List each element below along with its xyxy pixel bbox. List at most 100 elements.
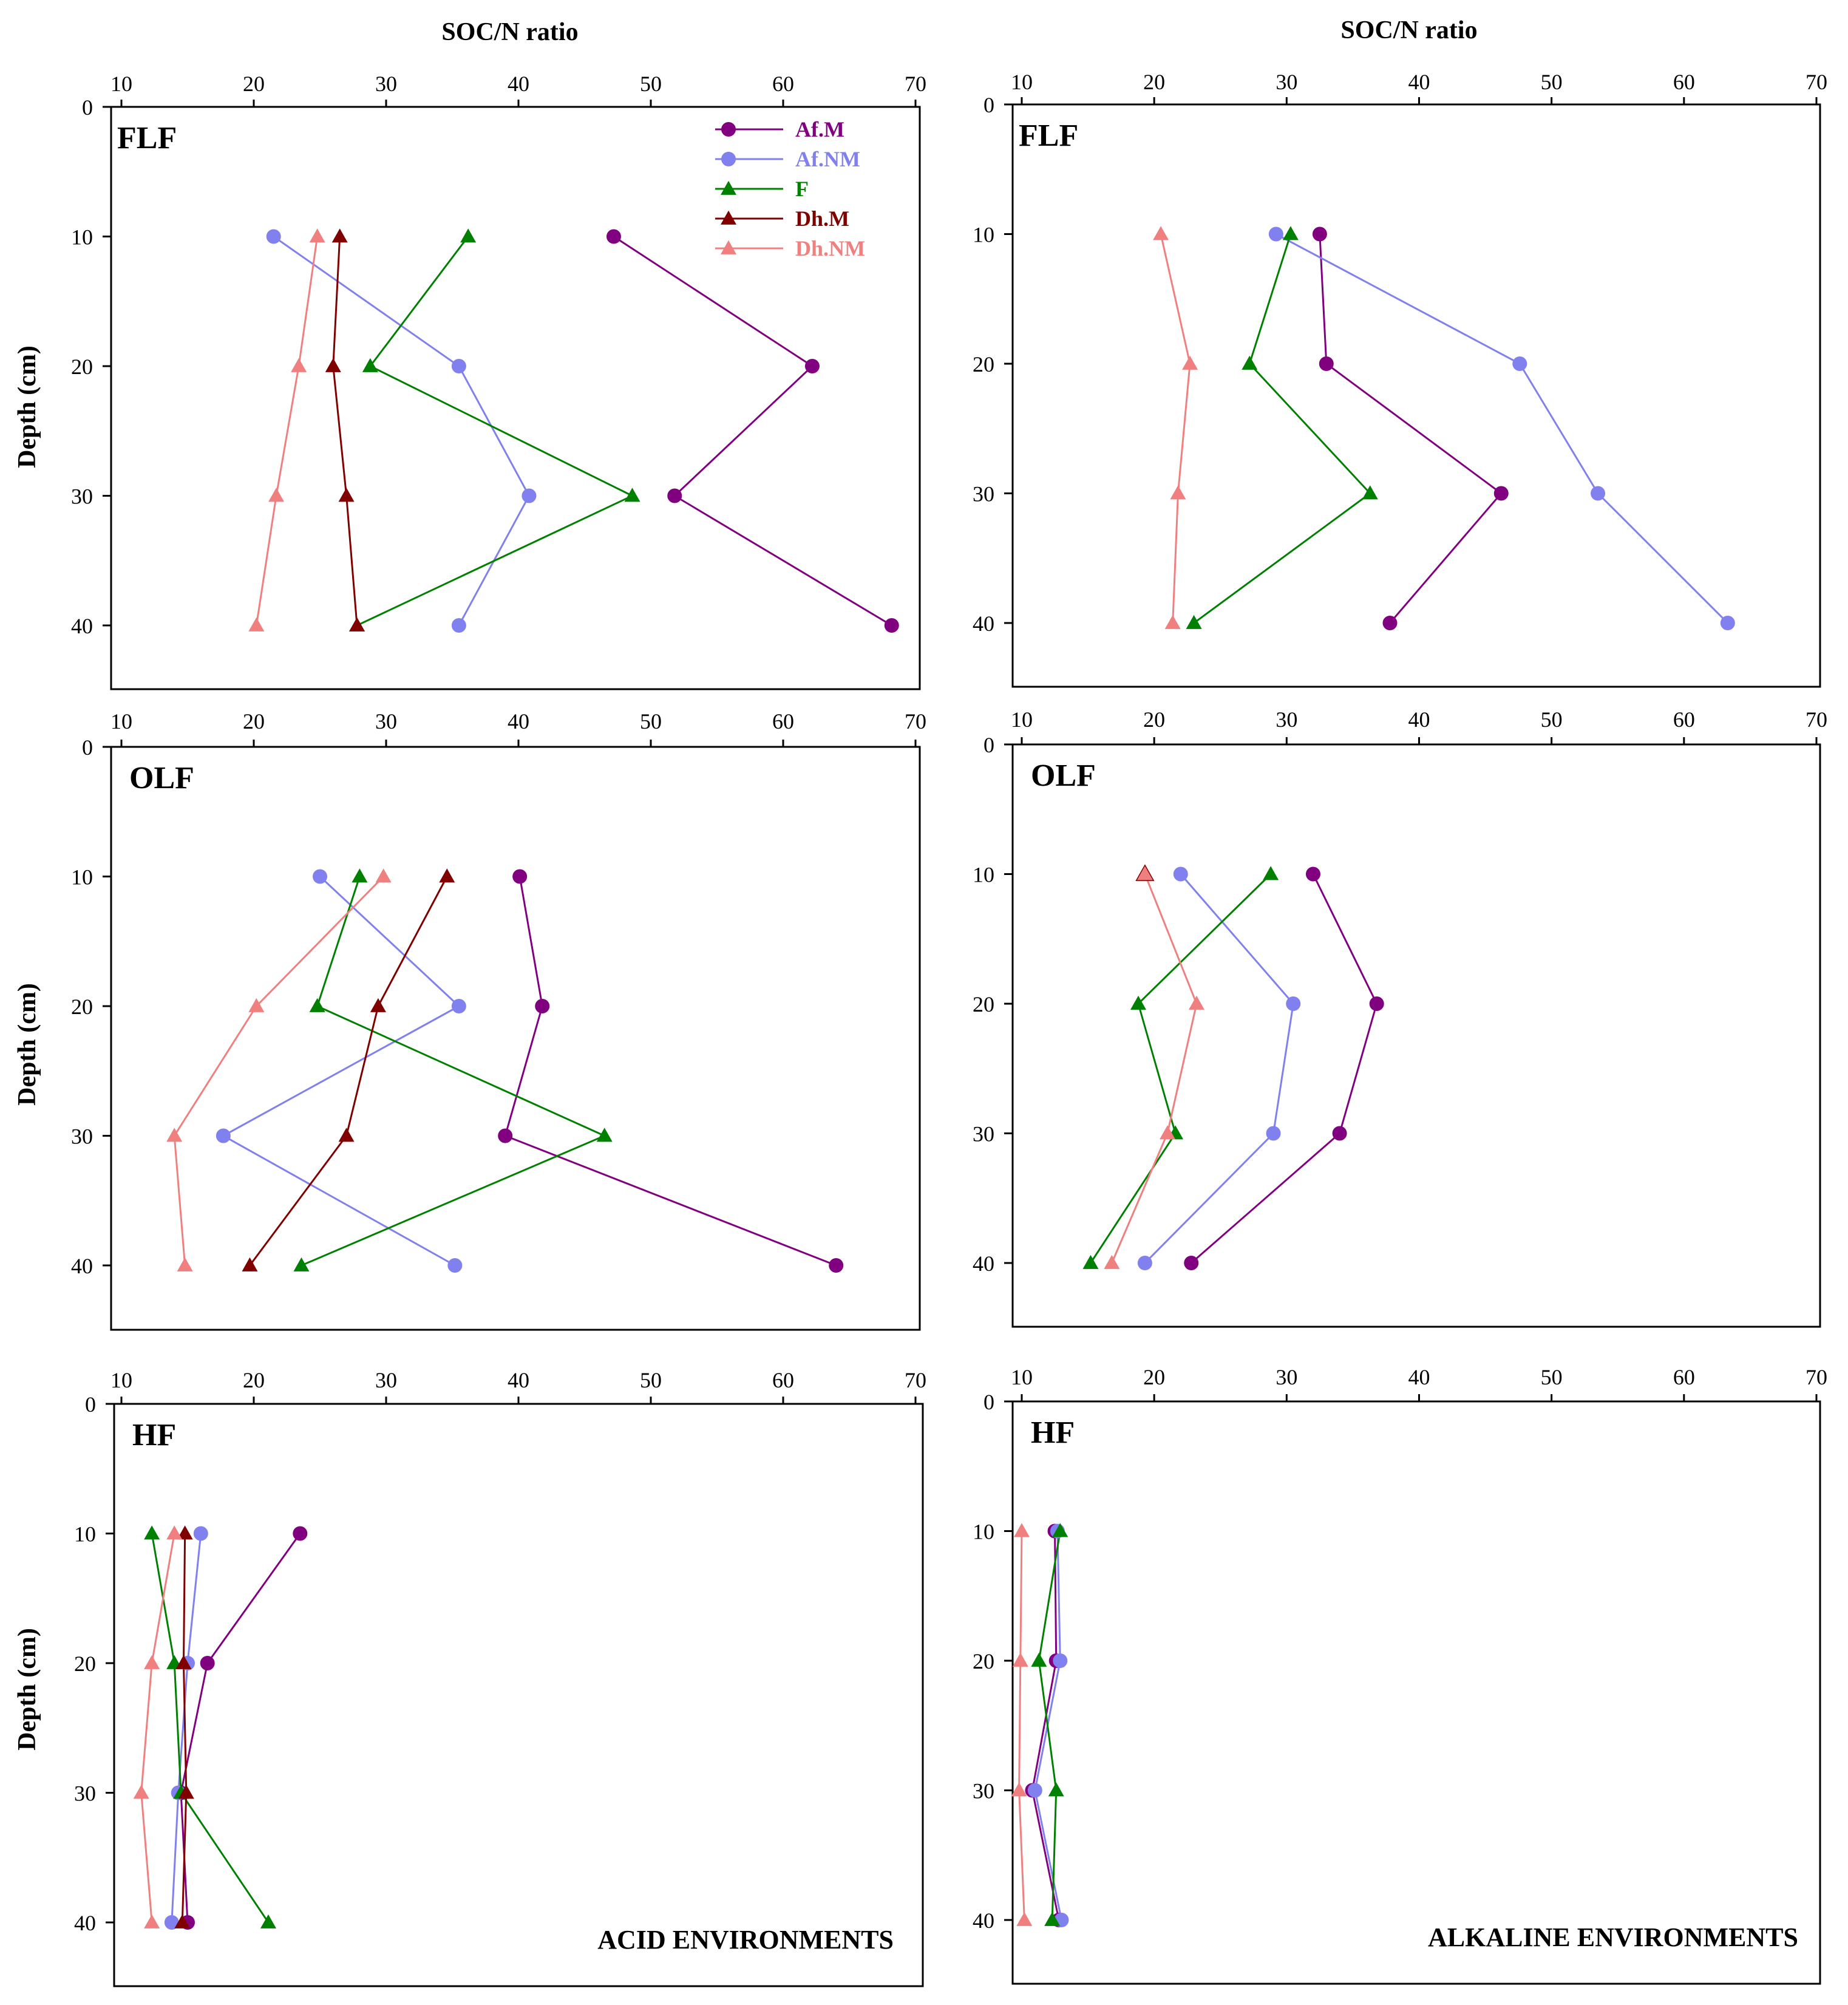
data-point-dh-nm	[1188, 995, 1204, 1010]
data-point-dh-nm	[144, 1655, 160, 1669]
data-point-f	[293, 1257, 310, 1271]
data-point-af-nm	[266, 229, 281, 244]
x-tick-label: 10	[110, 72, 132, 96]
data-point-af-nm	[1591, 486, 1606, 501]
panel-label: FLF	[117, 121, 177, 155]
x-axis-title-right: SOC/N ratio	[1340, 16, 1477, 44]
data-point-dh-nm	[133, 1785, 149, 1799]
series-line-af-nm	[273, 236, 531, 626]
data-point-af-nm	[193, 1526, 208, 1541]
x-tick-label: 10	[110, 1368, 132, 1392]
data-point-af-m	[498, 1128, 513, 1143]
panel-label: OLF	[1031, 758, 1096, 793]
data-point-dh-m	[175, 1655, 192, 1669]
data-point-dh-m	[338, 1128, 355, 1142]
x-tick-label: 40	[1408, 707, 1430, 732]
data-point-dh-m	[178, 1785, 194, 1799]
panel-acid-flf: 10 20 30 40 50 60 70 0 10 20 30 40 FLF Af.M Af.NM F Dh.M…	[71, 72, 926, 690]
data-point-f	[1282, 226, 1299, 240]
y-tick-label: 20	[71, 995, 93, 1019]
data-point-af-m	[293, 1526, 308, 1541]
data-point-af-nm	[521, 488, 537, 503]
y-tick-label: 0	[85, 1392, 96, 1417]
x-tick-label: 50	[1541, 707, 1563, 732]
data-point-af-m	[829, 1258, 844, 1273]
data-point-dh-m	[439, 868, 455, 883]
data-point-af-m	[884, 618, 899, 633]
data-point-f	[1242, 355, 1258, 370]
series-line-f	[1090, 873, 1272, 1264]
data-point-dh-nm	[144, 1914, 160, 1928]
x-tick-label: 30	[1276, 1365, 1297, 1389]
y-tick-label: 20	[74, 1652, 96, 1676]
data-point-af-m	[1369, 996, 1384, 1011]
data-point-dh-nm	[1011, 1782, 1027, 1797]
data-point-f	[1186, 614, 1202, 629]
data-point-af-nm	[1720, 616, 1735, 630]
data-point-dh-nm	[166, 1128, 183, 1142]
data-point-dh-nm	[248, 998, 265, 1012]
legend-marker-f	[721, 180, 736, 195]
y-tick-label: 20	[71, 355, 93, 379]
data-point-af-m	[667, 488, 682, 503]
x-tick-label: 20	[1143, 70, 1165, 94]
series-line-af-nm	[171, 1533, 202, 1923]
data-point-dh-nm	[291, 358, 307, 372]
x-tick-label: 20	[1143, 707, 1165, 732]
x-tick-label: 70	[905, 72, 926, 96]
x-tick-label: 20	[243, 1368, 265, 1392]
data-point-f	[352, 868, 368, 883]
series-line-af-m	[613, 236, 892, 627]
x-tick-label: 20	[1143, 1365, 1165, 1389]
series-line-af-nm	[1144, 873, 1294, 1264]
y-tick-label: 10	[71, 225, 93, 250]
x-tick-label: 60	[772, 709, 794, 734]
x-tick-label: 40	[1408, 1365, 1430, 1389]
y-tick-label: 0	[983, 733, 994, 757]
data-point-f	[460, 228, 477, 243]
x-tick-label: 60	[772, 72, 794, 96]
data-point-f	[1263, 866, 1279, 880]
x-tick-label: 10	[1011, 707, 1033, 732]
environment-label: ALKALINE ENVIRONMENTS	[1428, 1922, 1798, 1952]
series-line-af-m	[1319, 234, 1503, 624]
x-tick-label: 40	[508, 709, 529, 734]
x-tick-label: 70	[905, 709, 926, 734]
x-tick-label: 50	[640, 72, 662, 96]
data-point-af-m	[1493, 486, 1509, 501]
y-tick-label: 10	[74, 1522, 96, 1547]
y-axis-title-top: Depth (cm)	[13, 346, 41, 468]
series-line-f	[301, 876, 607, 1267]
y-axis-title-middle: Depth (cm)	[13, 983, 41, 1106]
x-tick-label: 20	[243, 72, 265, 96]
y-tick-label: 40	[71, 1254, 93, 1278]
data-point-af-nm	[1286, 996, 1301, 1011]
data-point-f	[1048, 1782, 1064, 1797]
data-point-af-m	[1312, 226, 1327, 242]
x-tick-label: 50	[640, 709, 662, 734]
data-point-af-m	[1332, 1126, 1347, 1141]
data-point-dh-nm	[1016, 1911, 1033, 1926]
data-point-af-nm	[447, 1258, 463, 1273]
x-tick-label: 60	[772, 1368, 794, 1392]
data-point-f	[260, 1914, 276, 1928]
series-line-f	[1193, 234, 1372, 624]
data-point-dh-nm	[1104, 1254, 1120, 1269]
legend-marker-dh-m	[721, 210, 736, 225]
x-tick-label: 50	[640, 1368, 662, 1392]
y-tick-label: 10	[973, 863, 994, 887]
legend: Af.M Af.NM F Dh.M Dh.NM	[715, 117, 865, 260]
data-point-af-m	[535, 999, 550, 1013]
data-point-af-nm	[1512, 356, 1527, 371]
data-point-af-nm	[451, 618, 466, 633]
panel-alk-flf: 10 20 30 40 50 60 70 0 10 20 30 40 FLF	[973, 70, 1827, 688]
y-tick-label: 30	[973, 482, 994, 506]
panel-acid-olf: 10 20 30 40 50 60 70 0 10 20 30 40 OLF	[71, 709, 926, 1331]
x-tick-label: 60	[1673, 1365, 1695, 1389]
series-line-af-m	[1031, 1531, 1060, 1921]
legend-label: Dh.NM	[795, 236, 865, 260]
plot-frame	[1011, 103, 1821, 688]
series-line-dh-nm	[140, 1533, 175, 1923]
series-line-f	[1038, 1531, 1061, 1921]
